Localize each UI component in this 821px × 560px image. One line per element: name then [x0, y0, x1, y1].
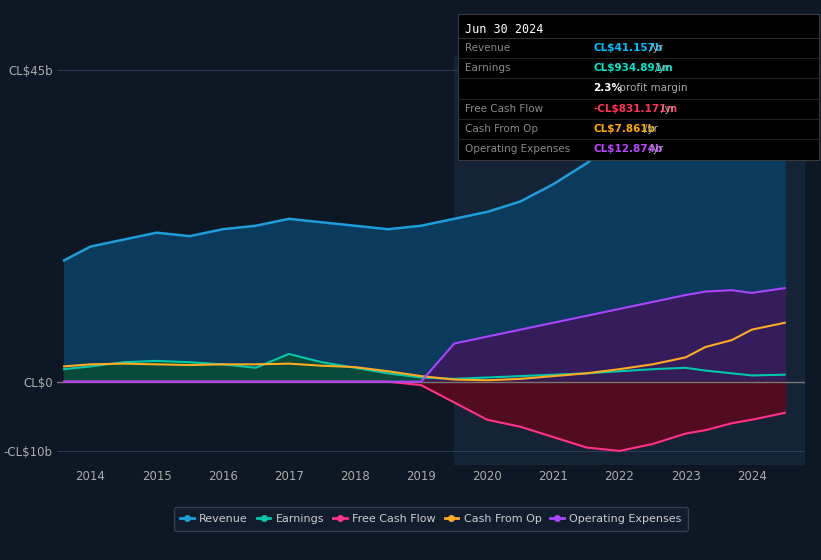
Legend: Revenue, Earnings, Free Cash Flow, Cash From Op, Operating Expenses: Revenue, Earnings, Free Cash Flow, Cash …	[174, 507, 688, 531]
Text: Revenue: Revenue	[465, 43, 510, 53]
Text: /yr: /yr	[655, 63, 669, 73]
Text: -CL$831.171m: -CL$831.171m	[594, 104, 678, 114]
Text: CL$12.874b: CL$12.874b	[594, 144, 663, 155]
Text: /yr: /yr	[661, 104, 675, 114]
Text: /yr: /yr	[644, 124, 658, 134]
Text: Free Cash Flow: Free Cash Flow	[465, 104, 543, 114]
Text: /yr: /yr	[649, 43, 663, 53]
Text: CL$41.157b: CL$41.157b	[594, 43, 663, 53]
Text: profit margin: profit margin	[616, 83, 687, 94]
Text: CL$934.891m: CL$934.891m	[594, 63, 673, 73]
Text: Cash From Op: Cash From Op	[465, 124, 538, 134]
Bar	[454, 56, 805, 465]
Text: Operating Expenses: Operating Expenses	[465, 144, 570, 155]
Text: CL$7.861b: CL$7.861b	[594, 124, 656, 134]
Text: 2.3%: 2.3%	[594, 83, 622, 94]
Text: /yr: /yr	[649, 144, 663, 155]
Text: Earnings: Earnings	[465, 63, 510, 73]
Text: Jun 30 2024: Jun 30 2024	[465, 22, 543, 36]
